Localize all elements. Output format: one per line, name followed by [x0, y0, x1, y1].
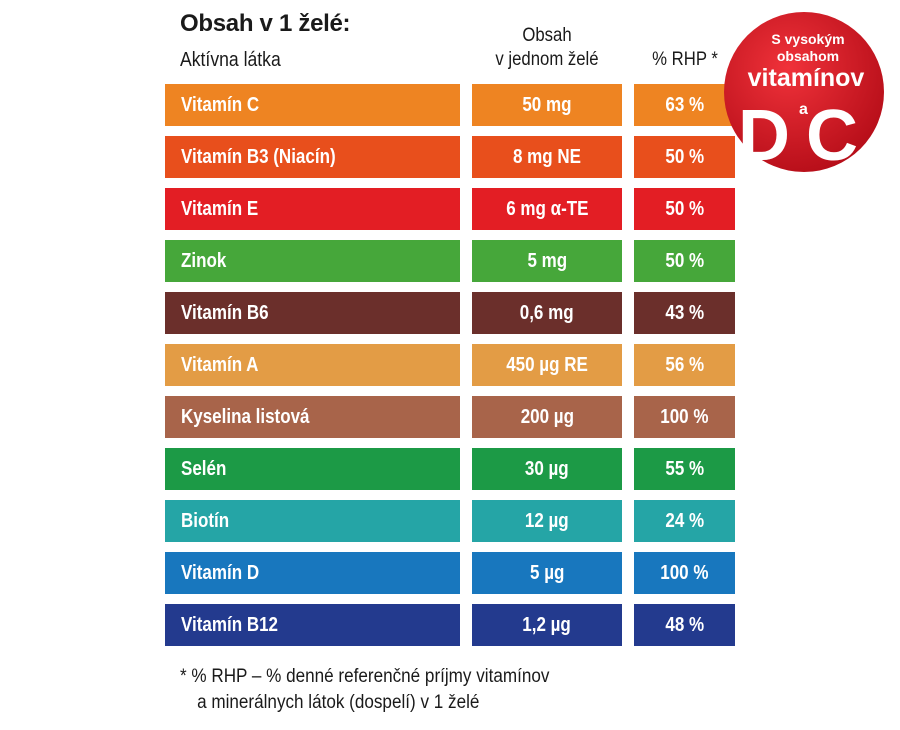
nutrient-name: Vitamín B6 — [181, 302, 269, 324]
table-row: Kyselina listová 200 µg 100 % — [165, 396, 735, 438]
nutrient-rhp-cell: 48 % — [634, 604, 735, 646]
table-row: Vitamín C 50 mg 63 % — [165, 84, 735, 126]
nutrient-amount-cell: 5 mg — [472, 240, 622, 282]
nutrient-amount: 6 mg α-TE — [505, 198, 589, 220]
nutrient-name: Selén — [181, 458, 227, 480]
nutrient-name: Vitamín D — [181, 562, 260, 584]
table-row: Vitamín D 5 µg 100 % — [165, 552, 735, 594]
nutrient-name: Vitamín A — [181, 354, 259, 376]
vitamin-badge: S vysokým obsahom vitamínov D a C — [724, 12, 884, 176]
nutrient-name: Vitamín C — [181, 94, 260, 116]
nutrient-rhp-cell: 24 % — [634, 500, 735, 542]
nutrient-name-cell: Vitamín B3 (Niacín) — [165, 136, 460, 178]
footnote: * % RHP – % denné referenčné príjmy vita… — [180, 664, 549, 716]
table-row: Vitamín B12 1,2 µg 48 % — [165, 604, 735, 646]
nutrient-rhp: 100 % — [660, 406, 709, 428]
table-title: Obsah v 1 želé: — [180, 10, 351, 37]
column-header-amount-line1: Obsah — [522, 25, 572, 46]
nutrient-name: Kyselina listová — [181, 406, 310, 428]
footnote-line2: a minerálnych látok (dospelí) v 1 želé — [197, 692, 480, 713]
nutrient-amount-cell: 1,2 µg — [472, 604, 622, 646]
nutrient-amount-cell: 450 µg RE — [472, 344, 622, 386]
badge-circle — [724, 12, 884, 172]
nutrient-name: Vitamín B3 (Niacín) — [181, 146, 336, 168]
nutrient-amount: 450 µg RE — [506, 354, 588, 376]
nutrient-rhp: 100 % — [660, 562, 709, 584]
table-row: Vitamín E 6 mg α-TE 50 % — [165, 188, 735, 230]
nutrient-amount-cell: 5 µg — [472, 552, 622, 594]
badge-line1: S vysokým — [771, 31, 844, 47]
nutrient-amount-cell: 50 mg — [472, 84, 622, 126]
nutrient-amount: 0,6 mg — [520, 302, 574, 324]
nutrient-amount: 8 mg NE — [512, 146, 582, 168]
nutrient-rhp: 50 % — [665, 250, 704, 272]
table-row: Selén 30 µg 55 % — [165, 448, 735, 490]
badge-letter-d: D — [738, 96, 790, 176]
nutrient-name-cell: Kyselina listová — [165, 396, 460, 438]
badge-line2: obsahom — [777, 48, 839, 64]
nutrient-amount-cell: 12 µg — [472, 500, 622, 542]
nutrient-name: Biotín — [181, 510, 230, 532]
nutrient-name-cell: Biotín — [165, 500, 460, 542]
nutrient-rhp: 50 % — [665, 198, 704, 220]
nutrient-rhp: 56 % — [665, 354, 704, 376]
nutrient-name: Vitamín E — [181, 198, 259, 220]
nutrient-name-cell: Vitamín A — [165, 344, 460, 386]
nutrient-name-cell: Selén — [165, 448, 460, 490]
footnote-line1: * % RHP – % denné referenčné príjmy vita… — [180, 666, 550, 687]
nutrient-rhp-cell: 50 % — [634, 240, 735, 282]
nutrient-amount-cell: 0,6 mg — [472, 292, 622, 334]
nutrient-rhp-cell: 50 % — [634, 188, 735, 230]
nutrient-rhp: 50 % — [665, 146, 704, 168]
nutrient-rhp-cell: 100 % — [634, 552, 735, 594]
column-header-substance: Aktívna látka — [180, 49, 281, 71]
nutrient-amount-cell: 200 µg — [472, 396, 622, 438]
nutrient-rhp-cell: 43 % — [634, 292, 735, 334]
nutrient-amount: 200 µg — [520, 406, 574, 428]
nutrient-amount: 50 mg — [522, 94, 572, 116]
nutrient-rhp: 43 % — [665, 302, 704, 324]
nutrient-rhp: 63 % — [665, 94, 704, 116]
nutrient-name-cell: Vitamín D — [165, 552, 460, 594]
nutrient-name-cell: Zinok — [165, 240, 460, 282]
nutrient-name: Zinok — [181, 250, 227, 272]
nutrient-name-cell: Vitamín C — [165, 84, 460, 126]
table-row: Vitamín B6 0,6 mg 43 % — [165, 292, 735, 334]
nutrient-name-cell: Vitamín E — [165, 188, 460, 230]
nutrient-amount: 1,2 µg — [522, 614, 572, 636]
column-header-amount: Obsah v jednom želé — [481, 24, 613, 72]
badge-line3: vitamínov — [748, 64, 865, 92]
nutrient-amount: 12 µg — [525, 510, 569, 532]
nutrient-name-cell: Vitamín B12 — [165, 604, 460, 646]
nutrient-amount-cell: 6 mg α-TE — [472, 188, 622, 230]
nutrient-amount: 5 µg — [529, 562, 565, 584]
nutrient-rhp-cell: 56 % — [634, 344, 735, 386]
nutrient-rhp: 55 % — [665, 458, 704, 480]
nutrient-amount-cell: 30 µg — [472, 448, 622, 490]
nutrient-rhp-cell: 63 % — [634, 84, 735, 126]
table-row: Vitamín A 450 µg RE 56 % — [165, 344, 735, 386]
column-header-amount-line2: v jednom želé — [495, 49, 599, 70]
nutrient-amount: 5 mg — [527, 250, 567, 272]
badge-letter-c: C — [806, 96, 858, 176]
nutrient-name-cell: Vitamín B6 — [165, 292, 460, 334]
badge-conjunction: a — [799, 101, 808, 118]
column-header-rhp: % RHP * — [652, 49, 718, 70]
table-row: Vitamín B3 (Niacín) 8 mg NE 50 % — [165, 136, 735, 178]
nutrient-rhp: 24 % — [665, 510, 704, 532]
nutrition-table: Vitamín C 50 mg 63 % Vitamín B3 (Niacín) 8 m… — [165, 84, 735, 656]
nutrient-rhp-cell: 55 % — [634, 448, 735, 490]
nutrient-amount-cell: 8 mg NE — [472, 136, 622, 178]
nutrient-rhp-cell: 50 % — [634, 136, 735, 178]
table-row: Biotín 12 µg 24 % — [165, 500, 735, 542]
nutrient-name: Vitamín B12 — [181, 614, 279, 636]
nutrient-rhp-cell: 100 % — [634, 396, 735, 438]
table-row: Zinok 5 mg 50 % — [165, 240, 735, 282]
nutrient-rhp: 48 % — [665, 614, 704, 636]
nutrient-amount: 30 µg — [525, 458, 569, 480]
